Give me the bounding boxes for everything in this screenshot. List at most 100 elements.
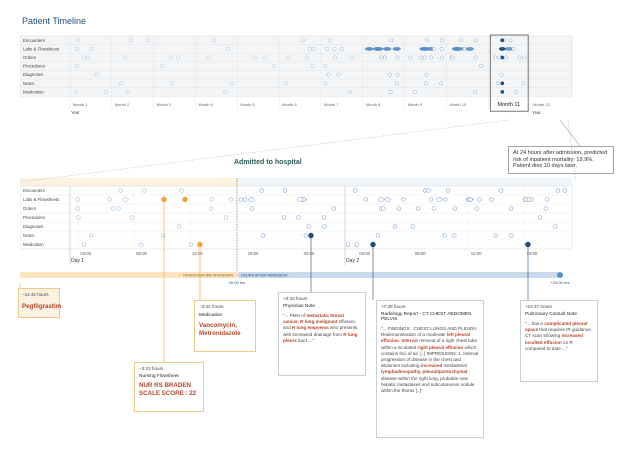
overview-month-label: Month 9 [408,102,423,107]
detail-event-marker [352,188,358,193]
overview-selected-marker [500,81,505,86]
detail-event-marker [110,206,115,211]
detail-event-marker [107,197,112,202]
pegfilgrastim-name: Pegfilgrastim [22,303,62,310]
overview-event-marker [504,55,509,60]
overview-event-marker [395,72,400,77]
overview-selected-marker [500,90,505,94]
nursing-value: NUR RS BRADEN SCALE SCORE : 22 [139,382,197,397]
pulmonary-time: +22:47 hours [525,304,552,309]
range-end-handle [557,272,563,278]
overview-event-marker [348,90,352,94]
detail-event-marker [331,206,336,211]
overview-event-marker [230,81,235,86]
detail-event-marker [499,188,504,193]
detail-row-label: Diagnoses [23,224,43,229]
detail-event-marker [259,188,264,193]
overview-event-marker [379,55,383,60]
nursing-title: Nursing Flowsheet [139,374,179,379]
detail-time-label: 20:00 [303,251,314,256]
detail-event-marker [543,206,548,211]
overview-event-marker [332,46,337,51]
detail-event-marker [493,233,499,238]
overview-event-marker [323,64,327,68]
overview-year-label: Year [532,110,541,115]
detail-event-marker [248,197,255,202]
detail-event-marker [384,197,391,202]
detail-event-marker [474,206,479,211]
overview-event-marker [372,46,382,51]
physician-time: +3:33 hours [283,296,308,301]
overview-event-marker [495,81,500,86]
overview-event-marker [493,55,498,60]
radiology-report-card[interactable]: +7:38 hours Radiology Report - CT CHEST … [376,300,484,438]
end-hours-label: +24.00 hrs [550,280,569,285]
overview-month-label: Month 4 [199,102,214,107]
overview-event-marker [286,55,291,60]
detail-event-marker [468,197,473,202]
overview-timeline[interactable]: Encounters Labs & Flowsheets Orders Procedu… [20,32,576,120]
detail-event-marker [442,233,447,238]
detail-event-marker [527,197,532,202]
overview-event-marker [125,90,130,94]
overview-event-marker [169,55,174,60]
detail-event-marker [321,215,326,220]
detail-event-marker [545,197,550,202]
detail-timeline[interactable]: Encounters Labs & Flowsheets Orders Procedu… [20,178,576,298]
detail-time-label: 12:00 [471,251,482,256]
physician-note-card[interactable]: +3:33 hours Physician Note "... PMH of m… [278,292,366,376]
detail-event-marker [452,206,457,211]
detail-time-label: 08:00 [136,251,147,256]
detail-event-marker [508,206,514,211]
pulmonary-body: "... has a complicated pleural space tha… [525,321,592,351]
detail-event-marker [401,197,406,202]
prediction-callout-text: At 24 hours after admission, predicted r… [513,150,608,170]
overview-event-marker [424,81,428,86]
nursing-flowsheet-card[interactable]: −3:23 hours Nursing Flowsheet NUR RS BRA… [134,362,204,412]
detail-event-marker [76,215,81,220]
overview-event-marker [479,64,483,68]
overview-event-marker [76,38,80,43]
detail-event-marker [562,188,568,193]
overview-event-marker [508,38,513,43]
overview-selected-marker [498,46,506,51]
overview-event-marker [222,90,227,94]
connector-line [19,119,510,183]
overview-row-label: Diagnoses [23,72,43,77]
detail-event-marker [81,242,87,247]
medication-time: −3:42 hours [199,304,224,309]
pulmonary-title: Pulmonary Consult Note [525,312,577,317]
overview-row-label: Notes [23,81,34,86]
detail-event-marker [345,242,351,247]
overview-event-marker [339,46,344,51]
overview-month-label: Month 7 [324,102,339,107]
detail-event-marker [377,197,385,202]
detail-event-marker [296,215,301,220]
overview-event-marker [473,55,478,60]
overview-event-marker [473,90,478,94]
detail-event-marker [130,215,135,220]
detail-row-label: Procedures [23,215,45,220]
overview-event-marker [85,55,90,60]
physician-title: Physician Note [283,304,315,309]
pulmonary-consult-card[interactable]: +22:47 hours Pulmonary Consult Note "...… [520,300,598,382]
detail-event-marker [228,197,234,202]
nursing-time: −3:23 hours [139,366,164,371]
overview-event-marker [424,72,429,77]
pegfilgrastim-card[interactable]: −11:42 hours Pegfilgrastim [18,288,62,318]
before-admission-bar [20,272,237,278]
after-admission-label: HOURS AFTER ADMISSION → [241,274,292,278]
detail-time-label: 16:00 [248,251,259,256]
zero-hours-label: 00.00 hrs [229,280,246,285]
overview-event-marker [429,55,433,60]
detail-row-label: Orders [23,206,36,211]
detail-event-marker [250,206,255,211]
detail-event-marker [443,197,448,202]
overview-event-marker [74,46,79,51]
medication-card[interactable]: −3:42 hours Medication Vancomycin, Metro… [194,300,256,352]
overview-event-marker [389,38,393,43]
detail-event-marker [223,215,229,220]
overview-selected-marker [500,55,505,60]
overview-row-label: Labs & Flowsheets [23,46,59,51]
